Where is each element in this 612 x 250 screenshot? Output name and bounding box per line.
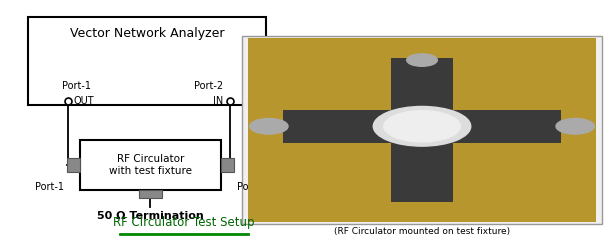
Text: 50 Ω Termination: 50 Ω Termination [97,211,204,221]
Text: Port-1: Port-1 [62,82,91,92]
Circle shape [250,118,288,134]
Text: Vector Network Analyzer: Vector Network Analyzer [70,27,225,40]
Circle shape [556,118,594,134]
Bar [248,38,596,222]
Text: Port-1: Port-1 [35,182,64,192]
Circle shape [373,106,471,146]
Bar [139,190,162,198]
Bar [390,58,453,202]
Text: with test fixture: with test fixture [109,166,192,176]
Text: Port-2: Port-2 [237,182,266,192]
Text: RF Circulator: RF Circulator [117,154,184,164]
Text: RF Circulator Test Setup: RF Circulator Test Setup [113,216,255,230]
Bar [80,140,220,190]
Bar [283,110,561,143]
Bar [220,158,234,172]
Text: Port-2: Port-2 [195,82,223,92]
Text: OUT: OUT [74,96,95,106]
Text: IN: IN [214,96,223,106]
Text: (RF Circulator mounted on test fixture): (RF Circulator mounted on test fixture) [334,227,510,236]
Circle shape [384,111,460,142]
Circle shape [407,54,438,66]
Bar [242,36,602,224]
Bar [28,17,266,105]
Bar [67,158,80,172]
